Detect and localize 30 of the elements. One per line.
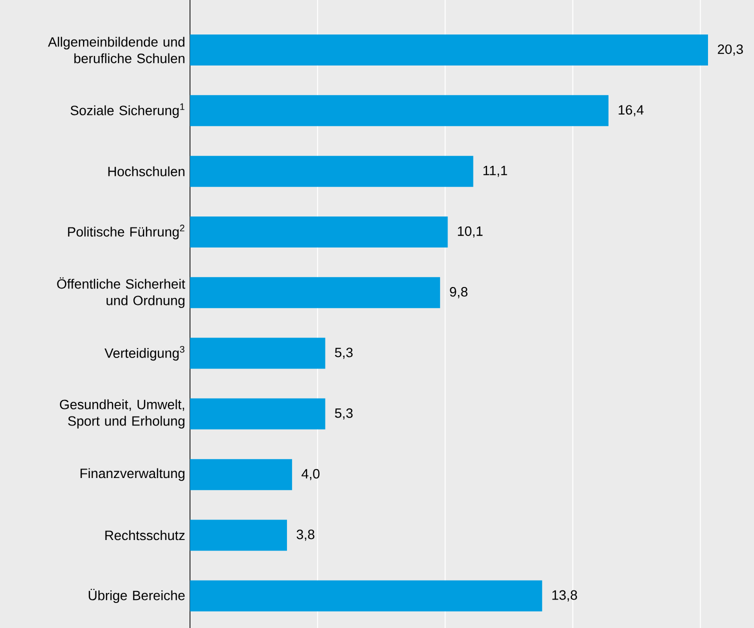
data-label: 20,3 bbox=[718, 44, 743, 56]
data-label: 13,8 bbox=[552, 590, 578, 602]
data-label: 5,3 bbox=[334, 348, 353, 359]
y-tick-label: Rechtsschutz bbox=[105, 530, 185, 540]
bar bbox=[190, 216, 448, 248]
data-label: 9,8 bbox=[450, 287, 468, 298]
y-tick-label: Gesundheit, Umwelt, Sport und Erholung bbox=[60, 399, 184, 428]
y-tick-label: Öffentliche Sicherheit und Ordnung bbox=[57, 277, 186, 308]
y-tick-label: Politische Führung$^{2}$ bbox=[68, 224, 184, 240]
y-tick-label: Hochschulen bbox=[108, 166, 184, 176]
bar bbox=[190, 34, 708, 66]
data-label: 11,1 bbox=[483, 166, 508, 177]
data-label: 10,1 bbox=[458, 226, 483, 238]
bar bbox=[190, 520, 287, 551]
bar bbox=[190, 398, 326, 430]
data-label: 3,8 bbox=[296, 530, 314, 541]
bar bbox=[190, 459, 292, 490]
y-tick-label: Soziale Sicherung$^{1}$ bbox=[70, 103, 184, 118]
bar bbox=[190, 95, 608, 126]
y-tick-label: Finanzverwaltung bbox=[80, 468, 184, 481]
data-label: 16,4 bbox=[618, 105, 644, 116]
y-tick-label: Verteidigung$^{3}$ bbox=[104, 346, 184, 361]
bar bbox=[190, 277, 440, 308]
bar bbox=[190, 338, 326, 369]
y-tick-label: Übrige Bereiche bbox=[88, 588, 185, 603]
data-label: 5,3 bbox=[334, 408, 353, 420]
bar bbox=[190, 580, 542, 612]
bar bbox=[190, 156, 474, 187]
y-tick-label: Allgemeinbildende und berufliche Schulen bbox=[48, 36, 184, 64]
data-label: 4,0 bbox=[302, 468, 320, 480]
